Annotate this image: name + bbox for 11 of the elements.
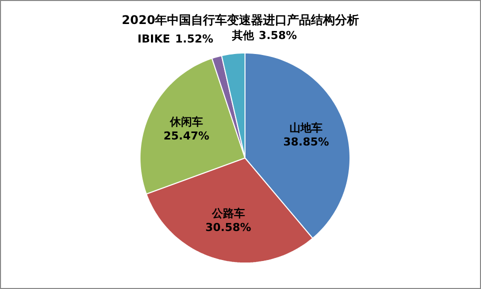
slice-label: IBIKE xyxy=(138,32,170,46)
data-label: 3.58% xyxy=(258,29,297,42)
data-label: 30.58% xyxy=(205,220,252,234)
data-label: 1.52% xyxy=(175,32,214,46)
slice-label: 其他 xyxy=(230,29,255,42)
slice-label: 山地车 xyxy=(290,122,323,135)
slice-label: 公路车 xyxy=(210,206,245,220)
chart-title: 2020年中国自行车变速器进口产品结构分析 xyxy=(122,13,360,27)
slice-label: 休闲车 xyxy=(168,116,203,129)
data-label: 25.47% xyxy=(163,130,210,143)
data-label: 38.85% xyxy=(283,136,330,149)
